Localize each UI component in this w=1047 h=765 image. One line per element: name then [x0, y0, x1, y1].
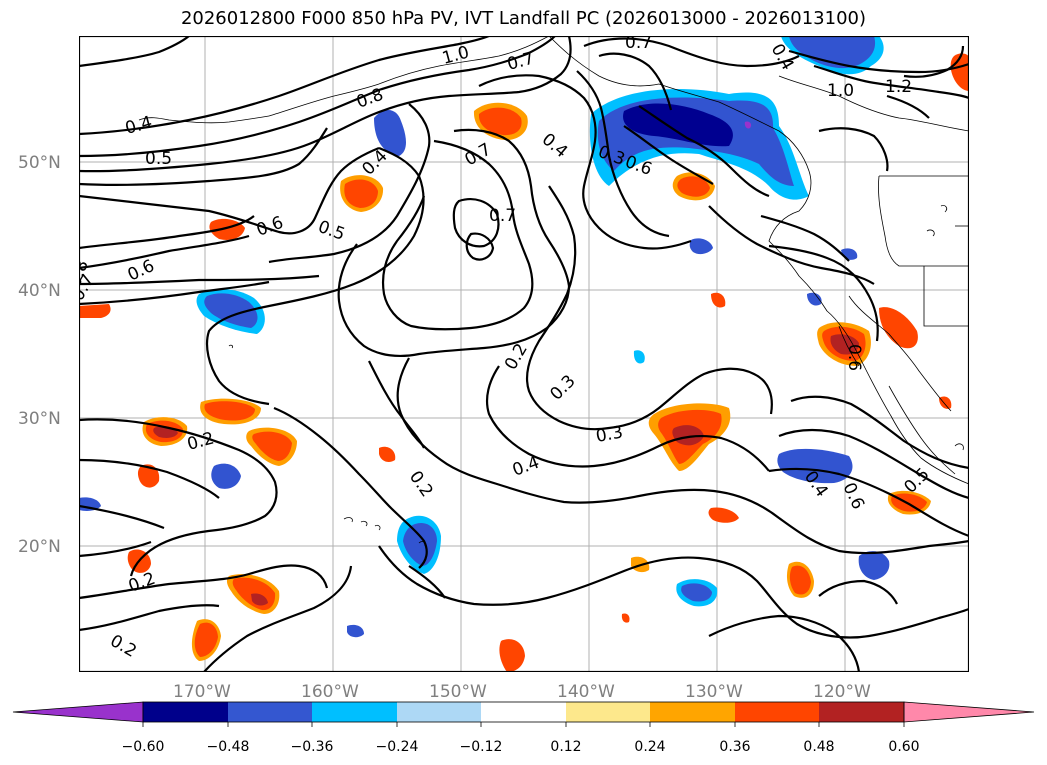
map-canvas: 1.0 0.7 0.8 0.4 0.5 0.4 0.6 0.5 0.7 0.7 … — [79, 36, 969, 672]
neg-blob-160w-50n — [374, 110, 406, 156]
colorbar-bin — [650, 702, 735, 722]
neg-blob-140w-35n — [633, 350, 645, 364]
colorbar-bin — [228, 702, 312, 722]
colorbar-extend-low — [12, 701, 144, 723]
neg-blob-130w-42n — [689, 238, 713, 255]
lat-label: 20°N — [18, 537, 61, 557]
colorbar-tick-label: 0.48 — [803, 739, 834, 755]
colorbar-tick-label: −0.24 — [376, 739, 419, 755]
colorbar: −0.60 −0.48 −0.36 −0.24 −0.12 0.12 0.24 … — [12, 701, 1035, 755]
neg-blob-130w-17n-inner — [681, 583, 712, 602]
contour-label: 1.2 — [885, 77, 912, 97]
colorbar-tick-label: 0.60 — [888, 739, 919, 755]
lat-label: 30°N — [18, 409, 61, 429]
colorbar-tick-label: −0.12 — [460, 739, 503, 755]
lon-label: 120°W — [813, 682, 871, 702]
contour-label: 0.7 — [625, 36, 652, 53]
colorbar-bin — [566, 702, 650, 722]
contour-label: 1.0 — [827, 81, 854, 101]
pos-blob-162w-27n-inner — [252, 431, 292, 461]
neg-blob-north-edge-inner — [789, 36, 876, 69]
colorbar-bin — [735, 702, 819, 722]
lat-label: 40°N — [18, 281, 61, 301]
colorbar-tick-label: −0.48 — [207, 739, 250, 755]
colorbar-bin — [312, 702, 397, 722]
pos-blob-167w-31n-inner — [204, 401, 255, 421]
pos-blob-west-edge — [79, 304, 111, 318]
colorbar-tick-label: −0.60 — [122, 739, 165, 755]
pos-blob-175w-26n — [137, 464, 160, 488]
colorbar-extend-high — [903, 701, 1035, 723]
pos-blob-128w-41n — [711, 292, 726, 308]
pos-blob-121w-36n-core — [830, 334, 859, 355]
pos-blob-116w-38n — [879, 307, 918, 349]
pos-blob-121w-16n-inner — [789, 565, 811, 595]
pos-blob-147w-52n-inner — [478, 107, 522, 136]
neg-blob-122w-20n — [858, 551, 890, 580]
colorbar-bin — [143, 702, 228, 722]
coastlines — [138, 36, 969, 547]
lon-label: 160°W — [301, 682, 359, 702]
pos-blob-158w-47n-inner — [344, 179, 378, 208]
lat-label: 50°N — [18, 153, 61, 173]
colorbar-bin — [481, 702, 566, 722]
lon-label: 170°W — [173, 682, 231, 702]
figure-title: 2026012800 F000 850 hPa PV, IVT Landfall… — [180, 8, 867, 29]
pos-blob-165w-15n-core — [251, 593, 268, 606]
contour-label: 0.5 — [145, 149, 172, 169]
contour-label: 0.6 — [844, 344, 864, 371]
map-panel: 1.0 0.7 0.8 0.4 0.5 0.4 0.6 0.5 0.7 0.7 … — [79, 36, 969, 672]
neg-blob-165w-19n — [347, 624, 364, 638]
colorbar-tick-label: 0.36 — [719, 739, 750, 755]
neg-blob-core-purple — [744, 121, 752, 129]
map-frame — [79, 36, 969, 672]
colorbar-ticks — [142, 722, 905, 727]
pos-blob-128w-26n — [708, 507, 739, 523]
neg-blob-155w-19n-inner — [403, 522, 437, 566]
pos-blob-173w-13n-inner — [194, 622, 218, 657]
neg-blob-125w-37n — [807, 292, 822, 306]
colorbar-labels: −0.60 −0.48 −0.36 −0.24 −0.12 0.12 0.24 … — [122, 739, 920, 755]
colorbar-bin — [397, 702, 481, 722]
colorbar-tick-label: 0.24 — [634, 739, 665, 755]
colorbar-bins — [12, 701, 1035, 723]
lon-label: 130°W — [685, 682, 743, 702]
pos-blob-134w-28n-core — [672, 425, 704, 446]
pv-contours — [79, 36, 969, 672]
neg-blob-172w-27n — [211, 463, 241, 489]
neg-blob-170w-39n-inner — [204, 293, 258, 328]
lon-label: 140°W — [557, 682, 615, 702]
contour-label: 0.7 — [489, 206, 516, 226]
contour-label: 0.3 — [594, 423, 624, 447]
pos-blob-142w-15n — [621, 613, 630, 623]
pos-blob-150w-29n — [379, 446, 396, 462]
pos-blob-113w-31n — [939, 396, 952, 409]
pos-blob-145w-10n — [499, 639, 525, 672]
colorbar-tick-label: 0.12 — [550, 739, 581, 755]
lon-label: 150°W — [429, 682, 487, 702]
pos-blob-130w-47n-inner — [677, 176, 710, 197]
colorbar-tick-label: −0.36 — [291, 739, 334, 755]
neg-blob-122w-27n — [777, 448, 853, 484]
colorbar-bin — [819, 702, 904, 722]
